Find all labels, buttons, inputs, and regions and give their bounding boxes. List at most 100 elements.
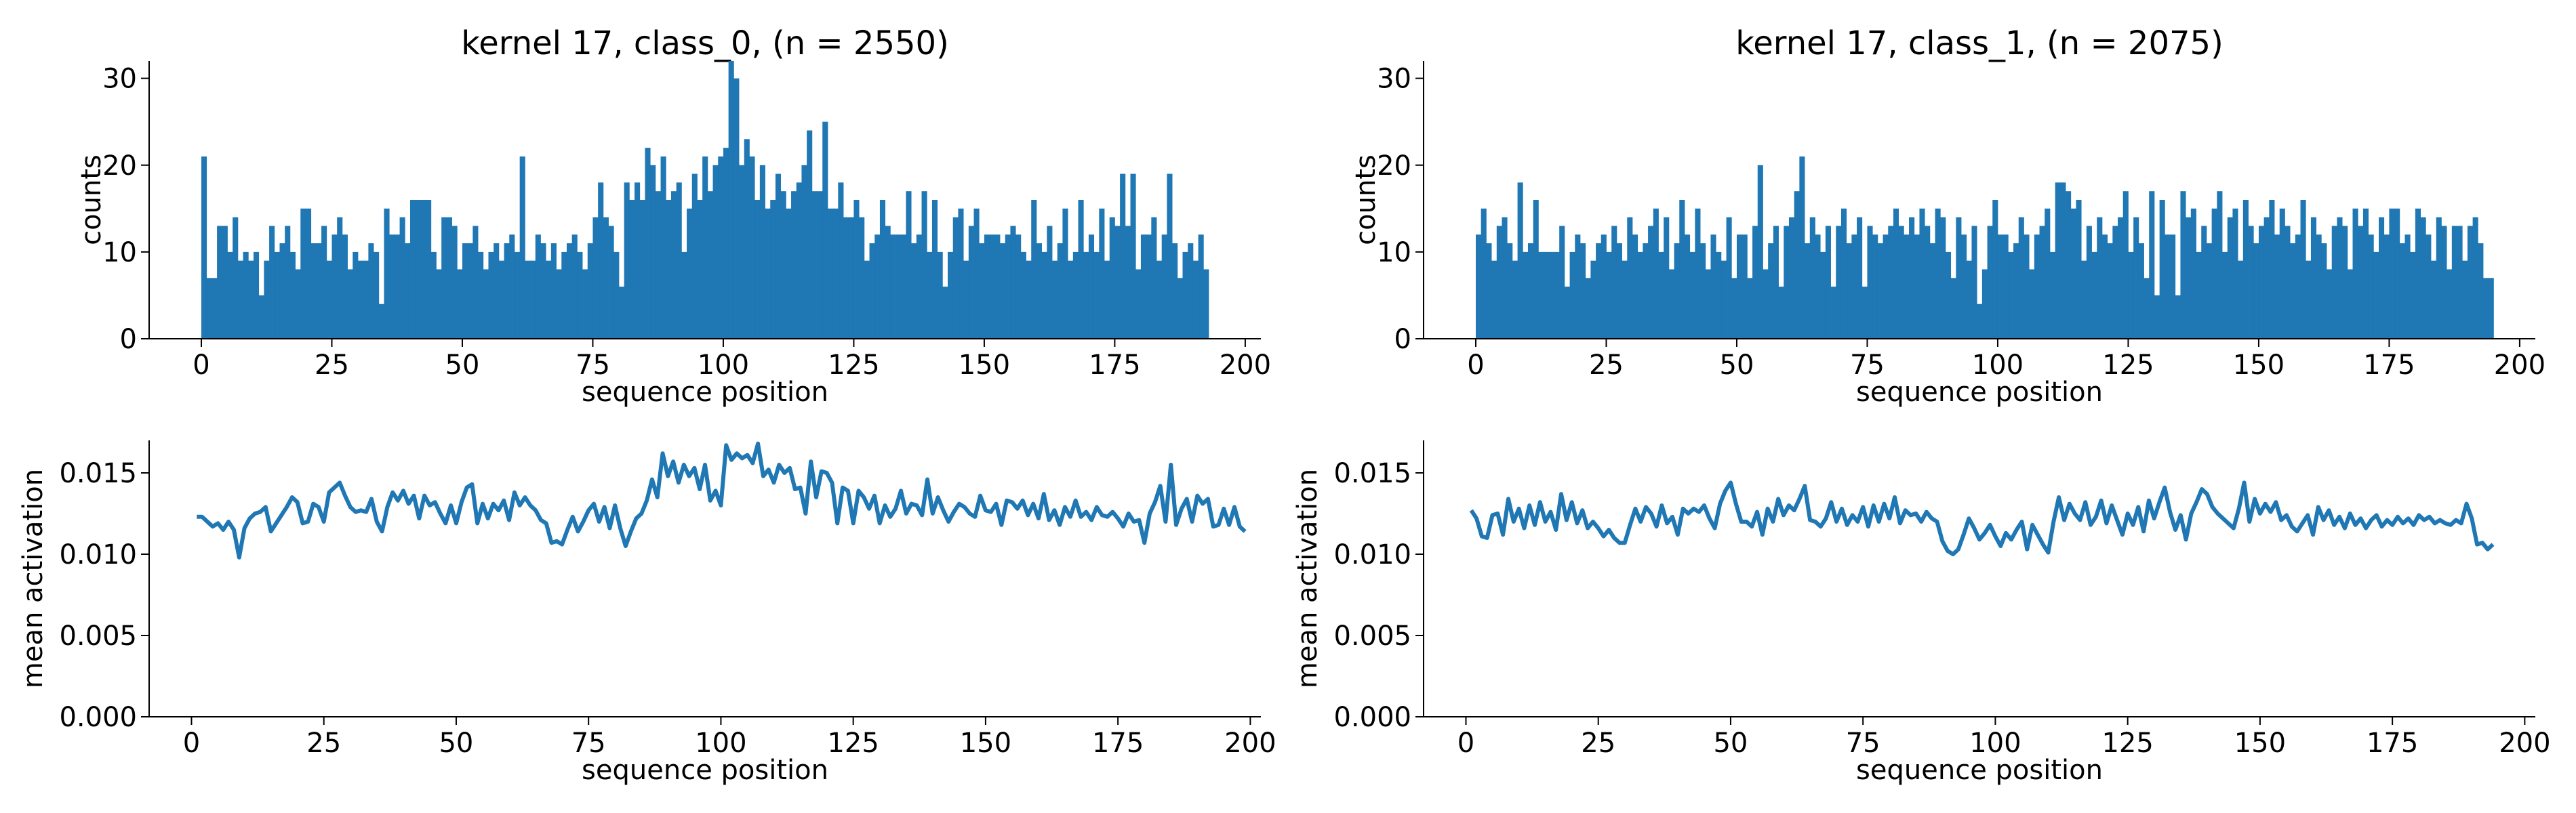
histogram-bar <box>316 243 322 339</box>
histogram-bar <box>1130 173 1136 339</box>
histogram-bar <box>707 191 713 339</box>
x-tick-label: 25 <box>1581 728 1615 759</box>
x-tick-label: 100 <box>695 728 746 759</box>
histogram-bar <box>1664 217 1670 339</box>
histogram-bar <box>770 200 776 339</box>
histogram-bar <box>2186 217 2192 339</box>
histogram-bar <box>1068 260 1074 339</box>
histogram-bar <box>1188 243 1194 339</box>
histogram-bar <box>832 208 839 339</box>
histogram-bar <box>1731 278 1737 339</box>
histogram-bar <box>635 182 641 339</box>
histogram-bar <box>2018 217 2024 339</box>
histogram-bar <box>566 243 573 339</box>
histogram-bar <box>973 208 980 339</box>
histogram-bar <box>1010 226 1016 339</box>
histogram-bar <box>2274 234 2280 339</box>
histogram-bar <box>2253 243 2259 339</box>
histogram-bar <box>1072 251 1079 339</box>
histogram-bar <box>2327 269 2333 339</box>
histogram-bar <box>1851 234 1857 339</box>
histogram-bar <box>1606 251 1612 339</box>
bar-series <box>1475 156 2494 339</box>
histogram-bar <box>357 260 364 339</box>
histogram-bar <box>2447 269 2453 339</box>
histogram-bar <box>2248 226 2254 339</box>
histogram-bar <box>963 260 969 339</box>
histogram-bar <box>921 191 927 339</box>
histogram-bar <box>645 148 651 339</box>
histogram-bar <box>1788 217 1795 339</box>
histogram-bar <box>478 251 484 339</box>
x-tick-label: 150 <box>960 728 1011 759</box>
histogram-bar <box>1648 226 1654 339</box>
histogram-bar <box>582 269 588 339</box>
histogram-bar <box>2279 208 2285 339</box>
histogram-bar <box>1726 217 1732 339</box>
y-tick-label: 0.000 <box>59 702 137 733</box>
histogram-bar <box>1015 234 1022 339</box>
histogram-bar <box>237 260 243 339</box>
histogram-bar <box>2039 226 2045 339</box>
histogram-bar <box>436 269 442 339</box>
histogram-bar <box>483 269 489 339</box>
histogram-bar <box>712 165 719 339</box>
histogram-bar <box>2190 208 2196 339</box>
histogram-bar <box>1695 208 1701 339</box>
histogram-bar <box>1981 269 1988 339</box>
histogram-bar <box>2316 234 2322 339</box>
histogram-bar <box>1784 226 1790 339</box>
histogram-bar <box>759 165 765 339</box>
histogram-bar <box>1093 251 1100 339</box>
x-tick-label: 25 <box>315 350 349 381</box>
histogram-bar <box>2285 226 2291 339</box>
histogram-bar <box>310 243 317 339</box>
histogram-bar <box>2165 234 2171 339</box>
y-tick-label: 30 <box>1377 64 1411 95</box>
histogram-bar <box>2352 208 2358 339</box>
histogram-bar <box>1720 260 1727 339</box>
histogram-bar <box>540 243 546 339</box>
histogram-bar <box>1596 243 1602 339</box>
histogram-bar <box>2306 260 2312 339</box>
histogram-bar <box>1496 226 1502 339</box>
x-tick-label: 0 <box>183 728 200 759</box>
histogram-bar <box>546 260 552 339</box>
histogram-bar <box>853 200 860 339</box>
histogram-bar <box>2242 200 2249 339</box>
histogram-bar <box>347 269 353 339</box>
histogram-bar <box>1643 243 1649 339</box>
y-axis-label: counts <box>76 154 107 245</box>
histogram-bar <box>2118 217 2124 339</box>
histogram-bar <box>895 234 902 339</box>
x-tick-label: 100 <box>698 350 749 381</box>
histogram-bar <box>1544 251 1550 339</box>
histogram-bar <box>1705 269 1711 339</box>
histogram-bar <box>2066 191 2072 339</box>
x-tick-label: 25 <box>1589 350 1624 381</box>
histogram-bar <box>1929 243 1935 339</box>
histogram-bar <box>2483 278 2489 339</box>
histogram-class-0: kernel 17, class_0, (n = 2550) 0 25 50 75 10… <box>76 24 1271 408</box>
histogram-bar <box>916 234 922 339</box>
chart-title: kernel 17, class_0, (n = 2550) <box>461 24 949 62</box>
histogram-bar <box>1867 226 1873 339</box>
histogram-bar <box>843 217 849 339</box>
activation-line-class-1: 0 25 50 75 100 125 150 175 200 0.000 0.005 0.010 0.0… <box>1292 440 2551 786</box>
histogram-bar <box>2383 234 2390 339</box>
histogram-bar <box>285 226 291 339</box>
histogram-bar <box>2232 208 2238 339</box>
histogram-bar <box>1099 208 1105 339</box>
histogram-bar <box>1773 226 1779 339</box>
x-axis-label: sequence position <box>1856 755 2103 786</box>
histogram-bar <box>598 182 604 339</box>
histogram-bar <box>1825 226 1831 339</box>
histogram-bar <box>2008 251 2014 339</box>
histogram-bar <box>258 295 264 339</box>
histogram-bar <box>848 217 854 339</box>
histogram-bar <box>420 200 426 339</box>
histogram-bar <box>2331 226 2337 339</box>
histogram-bar <box>1971 226 1977 339</box>
histogram-bar <box>979 243 985 339</box>
histogram-bar <box>1888 226 1894 339</box>
